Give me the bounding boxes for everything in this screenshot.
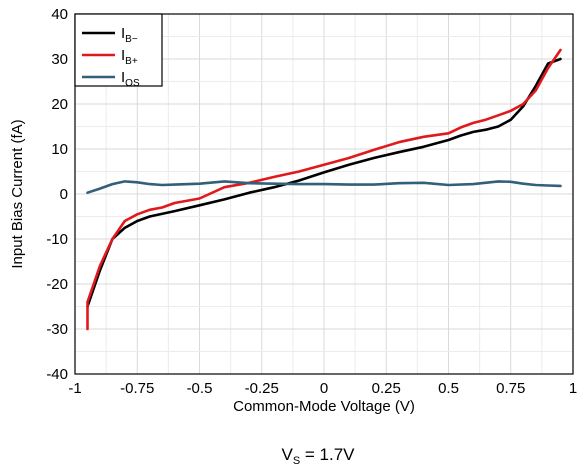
legend-entry-main: I xyxy=(121,47,125,64)
x-tick-label: 0.25 xyxy=(372,380,401,397)
x-tick-label: -0.5 xyxy=(187,380,213,397)
series-line-b-plus xyxy=(86,48,562,331)
chart-caption: VS = 1.7V xyxy=(281,445,355,467)
series-line-os xyxy=(86,180,562,194)
legend-entry: IB+ xyxy=(121,47,138,67)
caption-rest: = 1.7V xyxy=(300,445,355,464)
y-tick-label: 30 xyxy=(51,51,68,68)
series-layer xyxy=(86,48,562,331)
legend-box xyxy=(74,13,163,87)
legend-entry-main: I xyxy=(121,69,125,86)
caption-main: V xyxy=(281,445,293,464)
y-axis-label: Input Bias Current (fA) xyxy=(9,119,26,268)
caption-subscript: S xyxy=(293,455,300,467)
legend-entry-subscript: B− xyxy=(125,34,138,45)
x-tick-label: 0.75 xyxy=(496,380,525,397)
legend-entry-subscript: OS xyxy=(125,78,140,89)
legend-entry: IB− xyxy=(121,25,138,45)
series-line-b-minus xyxy=(86,57,562,308)
y-tick-label: -20 xyxy=(46,276,68,293)
x-tick-label: -0.25 xyxy=(245,380,279,397)
x-tick-label: -0.75 xyxy=(120,380,154,397)
y-tick-label: -30 xyxy=(46,321,68,338)
legend-entry-main: I xyxy=(121,25,125,42)
x-tick-labels: -1 -0.75 -0.5 -0.25 0 0.25 0.5 0.75 1 xyxy=(68,380,577,397)
legend-entry-subscript: B+ xyxy=(125,56,138,67)
legend: IB−IB+IOS xyxy=(74,13,163,89)
y-tick-label: 20 xyxy=(51,96,68,113)
x-tick-label: 0.5 xyxy=(438,380,459,397)
y-tick-label: 0 xyxy=(60,186,68,203)
y-tick-label: -10 xyxy=(46,231,68,248)
x-tick-label: 1 xyxy=(569,380,577,397)
y-tick-label: -40 xyxy=(46,366,68,383)
x-axis-label: Common-Mode Voltage (V) xyxy=(233,398,415,415)
plot-frame xyxy=(74,13,574,375)
x-tick-label: 0 xyxy=(320,380,328,397)
y-tick-label: 10 xyxy=(51,141,68,158)
x-tick-label: -1 xyxy=(68,380,81,397)
y-tick-labels: 40 30 20 10 0 -10 -20 -30 -40 xyxy=(46,6,68,383)
y-tick-label: 40 xyxy=(51,6,68,23)
legend-entry: IOS xyxy=(121,69,140,89)
